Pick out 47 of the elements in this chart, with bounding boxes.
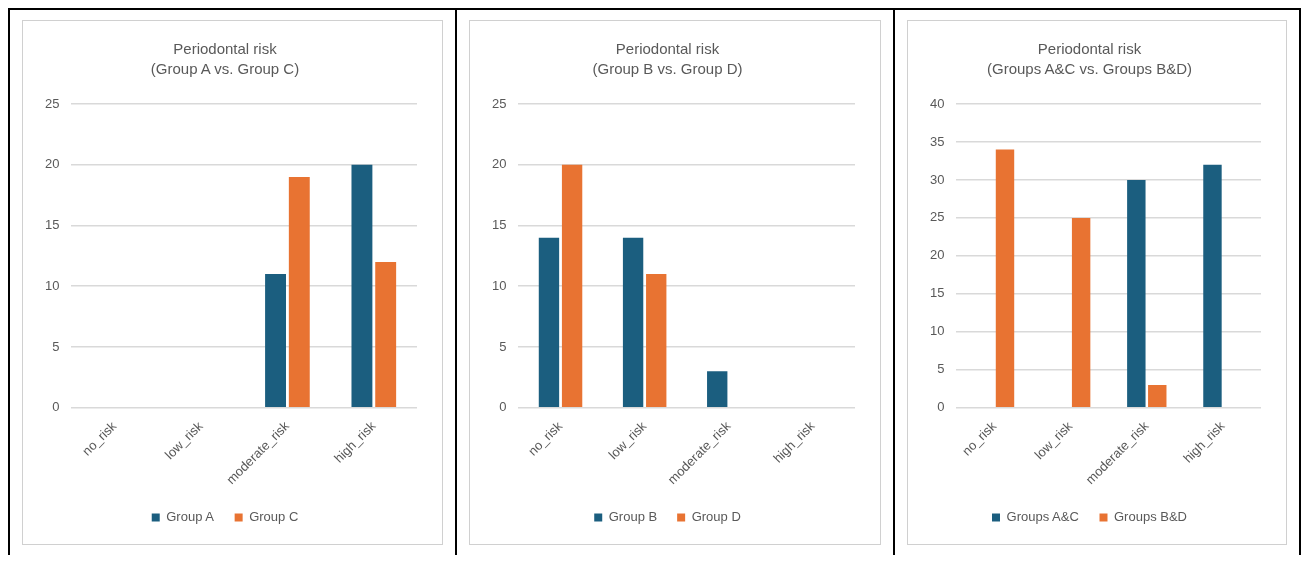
y-tick-label: 35 xyxy=(929,133,945,149)
legend-label: Group D xyxy=(691,509,741,525)
chart-subtitle: (Groups A&C vs. Groups B&D) xyxy=(986,60,1193,78)
y-tick-label: 15 xyxy=(929,285,945,301)
bar xyxy=(622,237,644,407)
y-tick-label: 20 xyxy=(929,247,945,263)
chart-subtitle: (Group A vs. Group C) xyxy=(150,60,300,78)
y-tick-label: 25 xyxy=(929,209,945,225)
chart-title: Periodontal risk xyxy=(615,40,720,58)
bar xyxy=(707,371,728,407)
bar xyxy=(538,237,560,407)
bar xyxy=(646,274,667,407)
y-tick-label: 0 xyxy=(52,399,60,415)
chart-title: Periodontal risk xyxy=(1037,40,1142,58)
y-tick-label: 25 xyxy=(491,95,507,111)
legend-label: Group A xyxy=(166,509,215,525)
y-tick-label: 30 xyxy=(929,171,945,187)
y-tick-label: 20 xyxy=(491,156,507,172)
y-tick-label: 0 xyxy=(937,399,945,415)
bar xyxy=(995,149,1015,407)
chart-title: Periodontal risk xyxy=(173,40,278,58)
bar xyxy=(1071,217,1091,407)
bar xyxy=(1148,384,1167,407)
legend-label: Groups A&C xyxy=(1006,509,1079,525)
y-tick-label: 5 xyxy=(52,338,60,354)
bar xyxy=(1203,164,1222,407)
y-tick-label: 5 xyxy=(937,361,945,377)
y-tick-label: 10 xyxy=(491,277,507,293)
y-tick-label: 20 xyxy=(44,156,60,172)
y-tick-label: 40 xyxy=(929,95,945,111)
bar xyxy=(288,176,310,407)
y-tick-label: 15 xyxy=(491,217,507,233)
y-tick-label: 15 xyxy=(44,217,60,233)
y-tick-label: 10 xyxy=(44,277,60,293)
legend-label: Group B xyxy=(608,509,658,525)
y-tick-label: 25 xyxy=(44,95,60,111)
legend-label: Group C xyxy=(249,509,299,525)
bar xyxy=(375,261,397,407)
bar xyxy=(561,164,583,407)
bar xyxy=(1127,179,1146,407)
bar xyxy=(265,274,286,407)
legend-label: Groups B&D xyxy=(1114,509,1187,525)
y-tick-label: 5 xyxy=(499,338,507,354)
y-tick-label: 10 xyxy=(929,323,945,339)
bar xyxy=(351,164,373,407)
chart-subtitle: (Group B vs. Group D) xyxy=(592,60,743,78)
y-tick-label: 0 xyxy=(499,399,507,415)
